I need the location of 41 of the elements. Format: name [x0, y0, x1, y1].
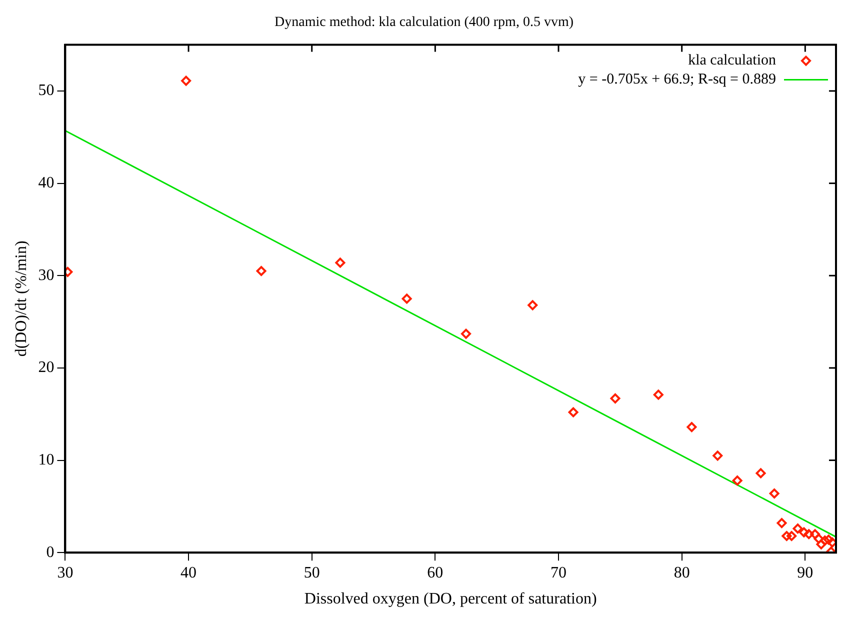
legend-label: kla calculation — [688, 52, 776, 69]
point — [653, 390, 664, 400]
x-tick-label: 90 — [797, 564, 814, 582]
point — [732, 476, 742, 486]
point — [816, 539, 826, 550]
x-tick-label: 30 — [57, 564, 74, 582]
y-tick-label: 0 — [46, 544, 54, 561]
point — [756, 468, 766, 478]
point — [798, 527, 809, 538]
point — [769, 488, 780, 499]
y-tick-label: 50 — [38, 82, 54, 100]
point — [256, 266, 266, 276]
point — [568, 407, 578, 418]
x-tick-label: 80 — [674, 564, 690, 582]
y-tick-label: 40 — [38, 174, 54, 192]
point — [335, 258, 346, 268]
legend-label: y = -0.705x + 66.9; R-sq = 0.889 — [578, 72, 776, 88]
point — [782, 530, 792, 541]
point — [402, 294, 412, 304]
x-tick-label: 40 — [180, 564, 197, 582]
point — [181, 76, 192, 86]
point — [792, 524, 803, 534]
point — [810, 529, 820, 540]
x-axis-title: Dissolved oxygen (DO, percent of saturation) — [304, 590, 597, 608]
point — [776, 518, 787, 528]
chart-title: Dynamic method: kla calculation (400 rpm, 0.5 vvm) — [274, 15, 574, 30]
point — [528, 300, 538, 310]
point — [461, 328, 472, 339]
point — [786, 530, 797, 541]
point — [686, 422, 697, 432]
point — [712, 450, 723, 461]
x-tick-label: 60 — [427, 564, 444, 582]
x-tick-label: 50 — [304, 564, 320, 582]
point — [824, 534, 834, 545]
point — [610, 393, 620, 404]
y-tick-label: 20 — [38, 359, 54, 376]
x-tick-label: 70 — [550, 564, 567, 582]
y-axis-title: d(DO)/dt (%/min) — [12, 240, 30, 357]
y-tick-label: 30 — [38, 266, 54, 284]
y-tick-label: 10 — [38, 451, 54, 468]
point — [804, 529, 814, 540]
